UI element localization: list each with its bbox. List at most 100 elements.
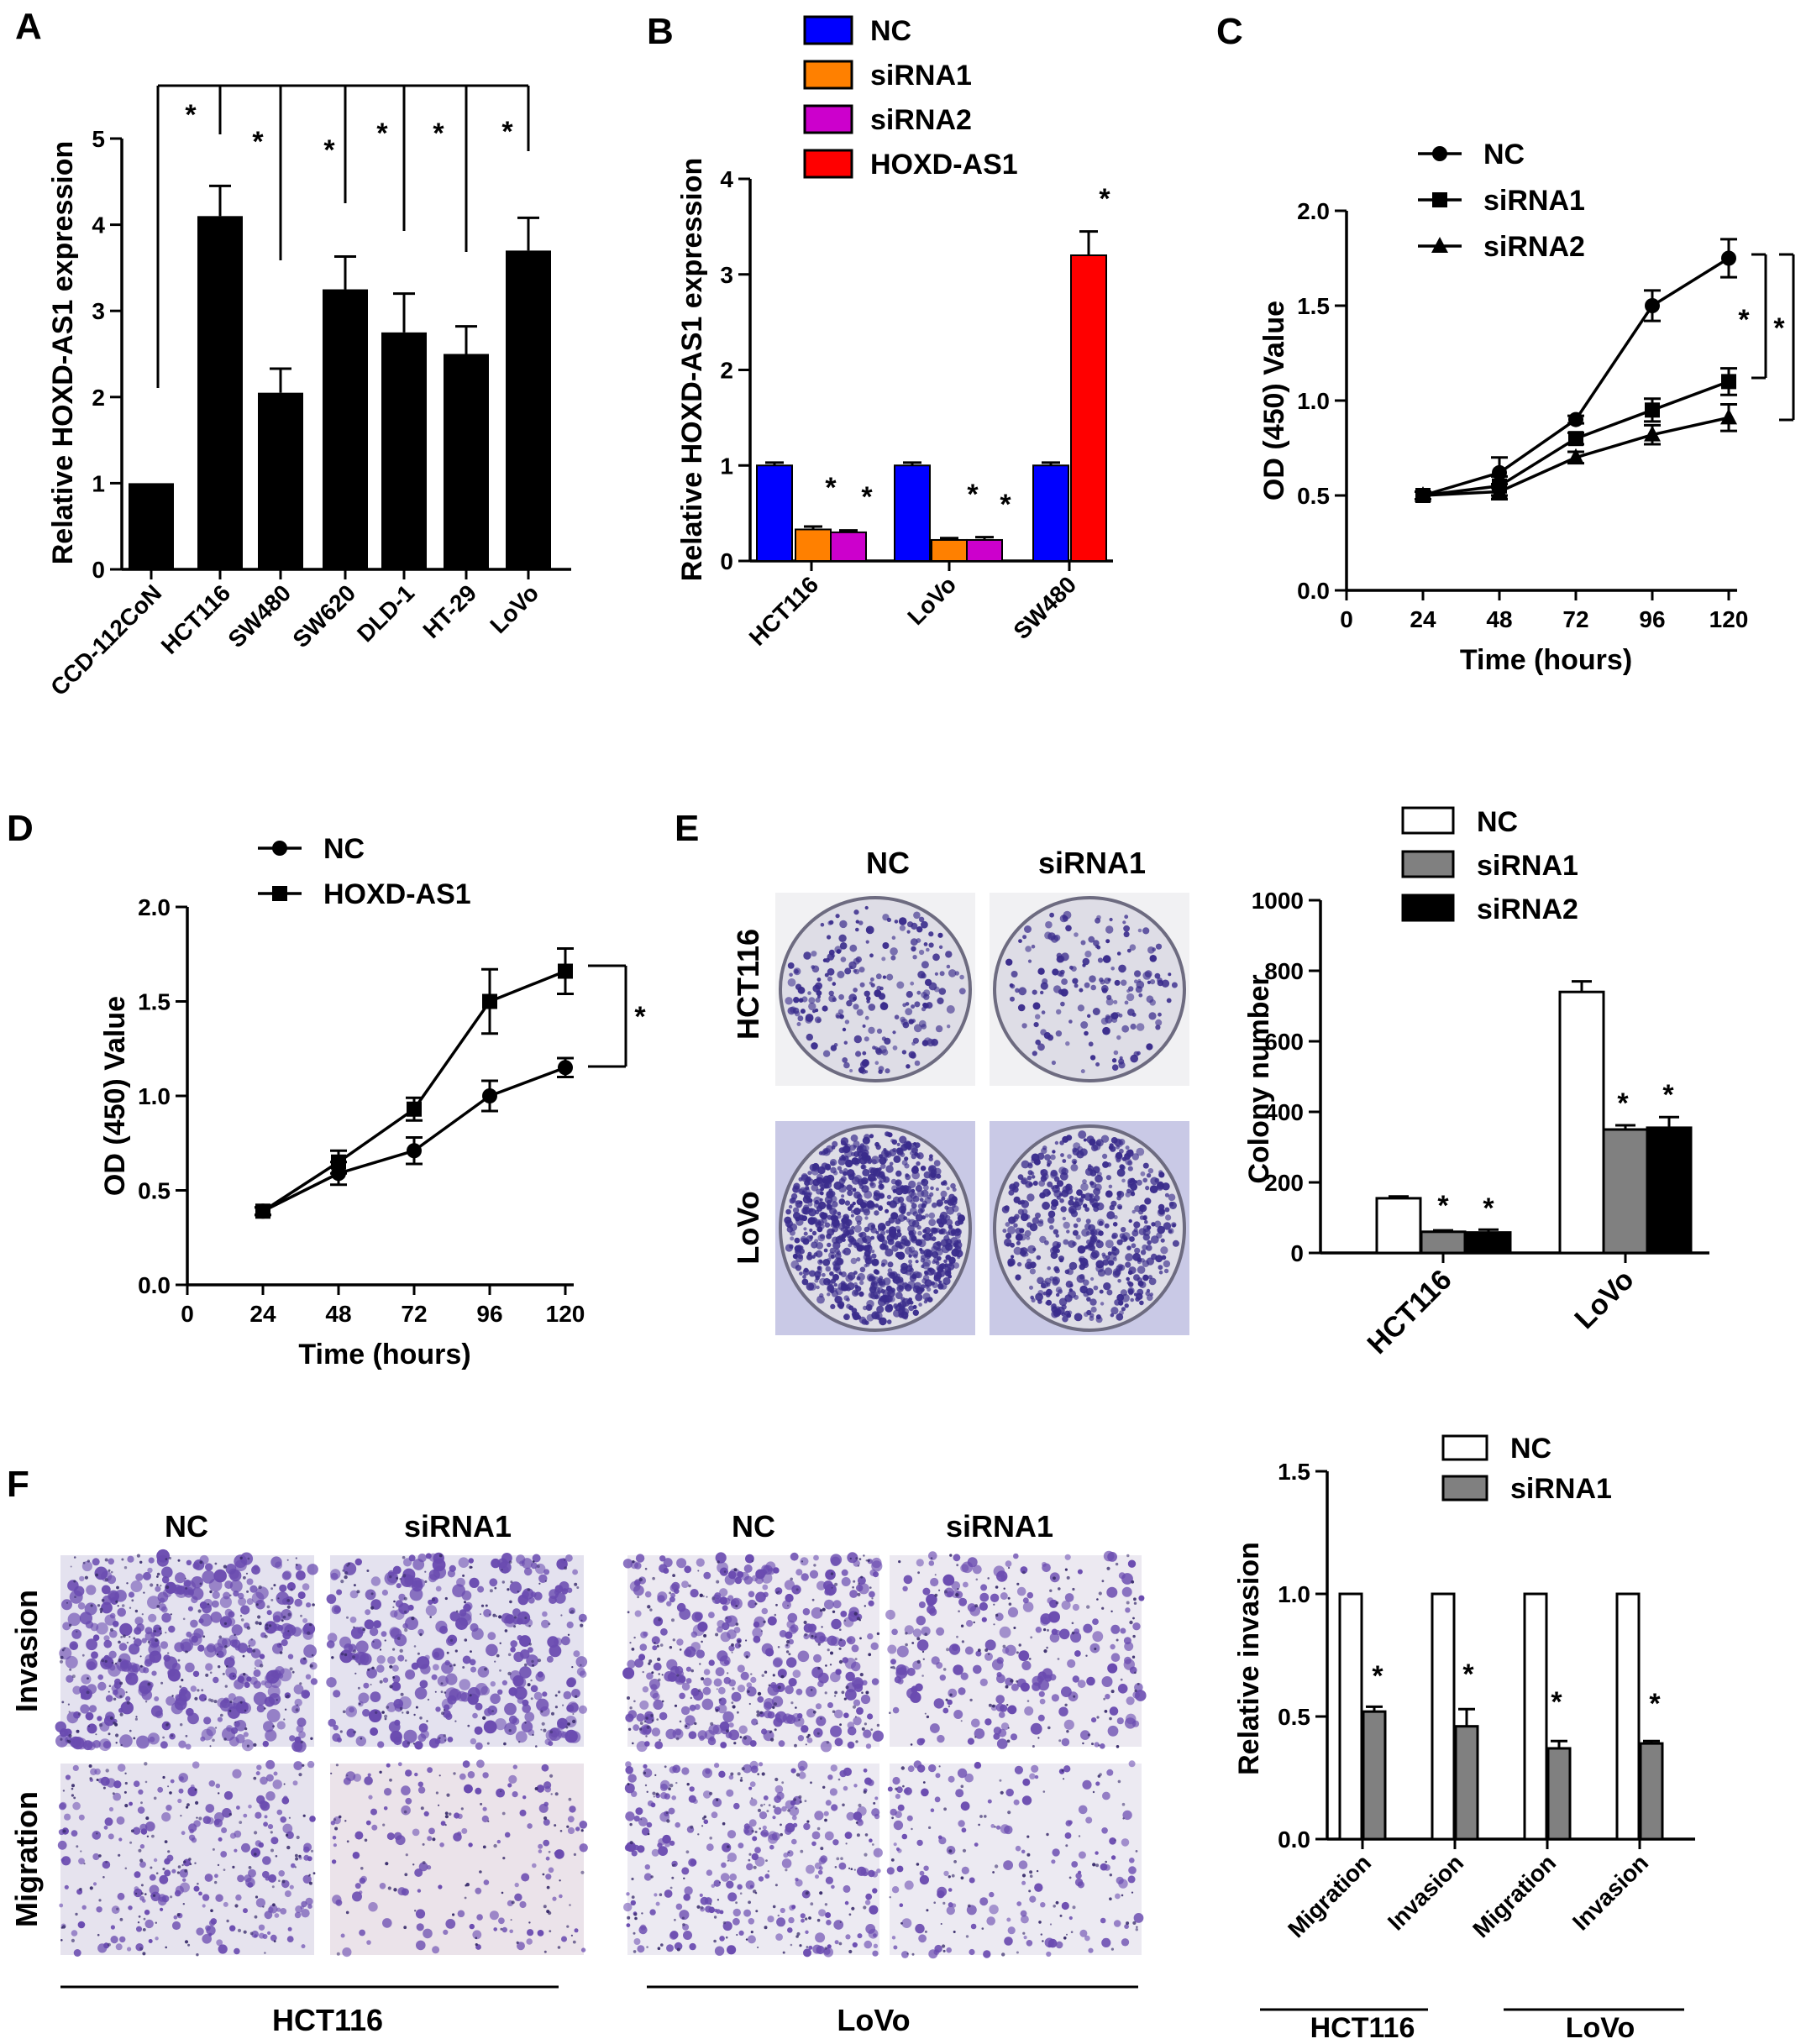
cell-colony-spot (1097, 1219, 1105, 1227)
cell-colony-spot (879, 1281, 884, 1286)
cell-colony-spot (921, 1179, 926, 1183)
cell-colony-spot (393, 1600, 396, 1603)
cell-colony-spot (530, 1562, 538, 1570)
cell-colony-spot (971, 1718, 980, 1728)
cell-colony-spot (406, 1711, 410, 1715)
cell-colony-spot (168, 1556, 171, 1560)
cell-colony-spot (476, 1759, 485, 1769)
cell-colony-spot (728, 1729, 740, 1741)
cell-colony-spot (1068, 1261, 1078, 1271)
cell-colony-spot (772, 1816, 776, 1820)
cell-colony-spot (674, 1942, 683, 1951)
cell-colony-spot (885, 1131, 891, 1137)
cell-colony-spot (790, 1192, 798, 1200)
cell-colony-spot (243, 1575, 246, 1580)
cell-colony-spot (825, 1266, 832, 1272)
cell-colony-spot (785, 1650, 790, 1654)
cell-colony-spot (924, 1227, 931, 1234)
cell-colony-spot (403, 1596, 407, 1601)
cell-colony-spot (424, 1580, 428, 1583)
cell-colony-spot (394, 1633, 407, 1647)
cell-colony-spot (286, 1605, 291, 1609)
cell-colony-spot (1137, 1266, 1146, 1274)
cell-colony-spot (690, 1688, 700, 1696)
cell-colony-spot (819, 1234, 826, 1240)
cell-colony-spot (882, 942, 890, 949)
cell-colony-spot (198, 1891, 202, 1896)
cell-colony-spot (310, 1678, 318, 1685)
cell-colony-spot (134, 1638, 142, 1647)
cell-colony-spot (1026, 1700, 1030, 1702)
cell-colony-spot (262, 1856, 271, 1865)
cell-colony-spot (799, 1765, 806, 1772)
cell-colony-spot (565, 1726, 569, 1729)
cell-colony-spot (1100, 1743, 1105, 1749)
cell-colony-spot (216, 1939, 223, 1947)
cell-colony-spot (530, 1685, 538, 1693)
cell-colony-spot (832, 1225, 839, 1233)
cell-colony-spot (146, 1835, 150, 1837)
cell-colony-spot (800, 1557, 809, 1566)
cell-colony-spot (366, 1570, 370, 1572)
cell-colony-spot (259, 1800, 268, 1809)
cell-colony-spot (805, 1930, 809, 1934)
cell-colony-spot (1007, 1727, 1010, 1729)
cell-colony-spot (160, 1633, 162, 1635)
c-point-sirna1 (1721, 374, 1736, 390)
cell-colony-spot (1007, 1705, 1017, 1715)
cell-colony-spot (703, 1669, 711, 1675)
cell-colony-spot (1030, 1295, 1034, 1300)
cell-colony-spot (551, 1711, 554, 1716)
cell-colony-spot (932, 1202, 937, 1208)
cell-colony-spot (840, 1611, 848, 1617)
cell-colony-spot (1041, 1010, 1046, 1014)
cell-colony-spot (1088, 1041, 1094, 1047)
cell-colony-spot (880, 1262, 885, 1267)
cell-colony-spot (371, 1824, 378, 1831)
cell-colony-spot (1091, 1144, 1099, 1152)
cell-colony-spot (777, 1914, 780, 1917)
cell-colony-spot (1126, 1245, 1131, 1250)
cell-colony-spot (379, 1883, 386, 1889)
c-point-sirna1 (1645, 402, 1660, 418)
c-legend-marker (1432, 146, 1447, 161)
cell-colony-spot (221, 1827, 228, 1833)
cell-colony-spot (885, 1150, 892, 1158)
cell-colony-spot (418, 1862, 428, 1872)
cell-colony-spot (105, 1695, 113, 1702)
cell-colony-spot (432, 1558, 446, 1572)
cell-colony-spot (1168, 972, 1172, 977)
cell-colony-spot (134, 1886, 139, 1891)
cell-colony-spot (300, 1614, 302, 1617)
cell-colony-spot (857, 1193, 863, 1200)
cell-colony-spot (399, 1706, 403, 1711)
cell-colony-spot (1134, 1247, 1141, 1254)
cell-colony-spot (905, 1008, 913, 1015)
cell-colony-spot (186, 1631, 192, 1638)
cell-colony-spot (863, 1554, 865, 1557)
cell-colony-spot (869, 1134, 874, 1139)
cell-colony-spot (967, 1737, 974, 1745)
cell-colony-spot (370, 1638, 382, 1649)
cell-colony-spot (984, 1648, 989, 1652)
cell-colony-spot (710, 1722, 714, 1726)
cell-colony-spot (119, 1734, 133, 1748)
cell-colony-spot (833, 1282, 837, 1287)
cell-colony-spot (922, 1587, 931, 1596)
cell-colony-spot (116, 1585, 119, 1590)
cell-colony-spot (218, 1944, 228, 1954)
cell-colony-spot (432, 1837, 436, 1842)
cell-colony-spot (789, 972, 793, 977)
cell-colony-spot (629, 1706, 633, 1710)
cell-colony-spot (278, 1870, 286, 1877)
cell-colony-spot (635, 1807, 643, 1816)
cell-colony-spot (1076, 1189, 1083, 1196)
cell-colony-spot (1087, 1014, 1091, 1019)
cell-colony-spot (527, 1823, 533, 1829)
cell-colony-spot (908, 1051, 916, 1059)
cell-colony-spot (1058, 1587, 1061, 1591)
cell-colony-spot (1057, 1658, 1060, 1660)
cell-colony-spot (468, 1558, 474, 1564)
cell-colony-spot (1115, 1139, 1124, 1148)
cell-colony-spot (803, 1227, 807, 1231)
